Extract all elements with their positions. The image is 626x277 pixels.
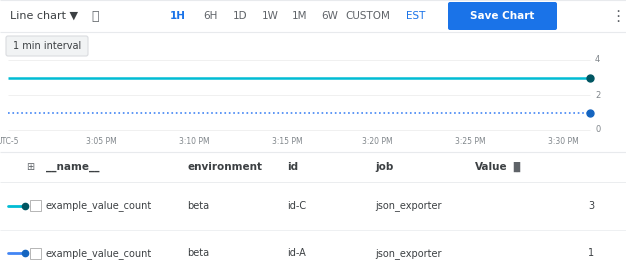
Bar bbox=[30, 248, 41, 259]
Text: example_value_count: example_value_count bbox=[46, 200, 152, 211]
FancyBboxPatch shape bbox=[448, 2, 557, 30]
Text: 1: 1 bbox=[588, 248, 594, 258]
Text: job: job bbox=[375, 162, 393, 172]
Text: 3:25 PM: 3:25 PM bbox=[455, 137, 486, 146]
Text: 3: 3 bbox=[588, 201, 594, 211]
Text: Value: Value bbox=[475, 162, 508, 172]
Text: 4: 4 bbox=[595, 55, 600, 65]
Text: 1D: 1D bbox=[233, 11, 247, 21]
Text: 3:20 PM: 3:20 PM bbox=[362, 137, 393, 146]
Text: ⋮: ⋮ bbox=[610, 9, 625, 24]
Text: beta: beta bbox=[187, 201, 209, 211]
Text: 3:15 PM: 3:15 PM bbox=[272, 137, 303, 146]
FancyBboxPatch shape bbox=[6, 36, 88, 56]
Text: environment: environment bbox=[187, 162, 262, 172]
Text: CUSTOM: CUSTOM bbox=[346, 11, 391, 21]
Text: id-A: id-A bbox=[287, 248, 305, 258]
Text: 6W: 6W bbox=[322, 11, 339, 21]
Text: id-C: id-C bbox=[287, 201, 306, 211]
Text: Line chart ▼: Line chart ▼ bbox=[10, 11, 78, 21]
Bar bbox=[0, 152, 626, 277]
Text: 1W: 1W bbox=[262, 11, 279, 21]
Text: 6H: 6H bbox=[203, 11, 217, 21]
Text: 1M: 1M bbox=[292, 11, 308, 21]
Text: 1 min interval: 1 min interval bbox=[13, 41, 81, 51]
Text: 3:10 PM: 3:10 PM bbox=[179, 137, 210, 146]
Text: ⌕: ⌕ bbox=[91, 9, 99, 22]
Text: ▐▌: ▐▌ bbox=[509, 162, 524, 172]
Text: 0: 0 bbox=[595, 125, 600, 135]
Text: Save Chart: Save Chart bbox=[470, 11, 535, 21]
Text: example_value_count: example_value_count bbox=[46, 248, 152, 259]
Text: beta: beta bbox=[187, 248, 209, 258]
Text: json_exporter: json_exporter bbox=[375, 200, 441, 211]
Text: 3:05 PM: 3:05 PM bbox=[86, 137, 116, 146]
Bar bbox=[0, 0, 626, 32]
Text: 2: 2 bbox=[595, 91, 600, 99]
Text: UTC-5: UTC-5 bbox=[0, 137, 19, 146]
Text: EST: EST bbox=[406, 11, 426, 21]
Text: 1H: 1H bbox=[170, 11, 186, 21]
Text: id: id bbox=[287, 162, 298, 172]
Text: __name__: __name__ bbox=[46, 162, 100, 172]
Text: json_exporter: json_exporter bbox=[375, 248, 441, 259]
Bar bbox=[30, 200, 41, 211]
Text: 3:30 PM: 3:30 PM bbox=[548, 137, 579, 146]
Text: ⊞: ⊞ bbox=[26, 162, 34, 172]
Bar bbox=[0, 32, 626, 152]
